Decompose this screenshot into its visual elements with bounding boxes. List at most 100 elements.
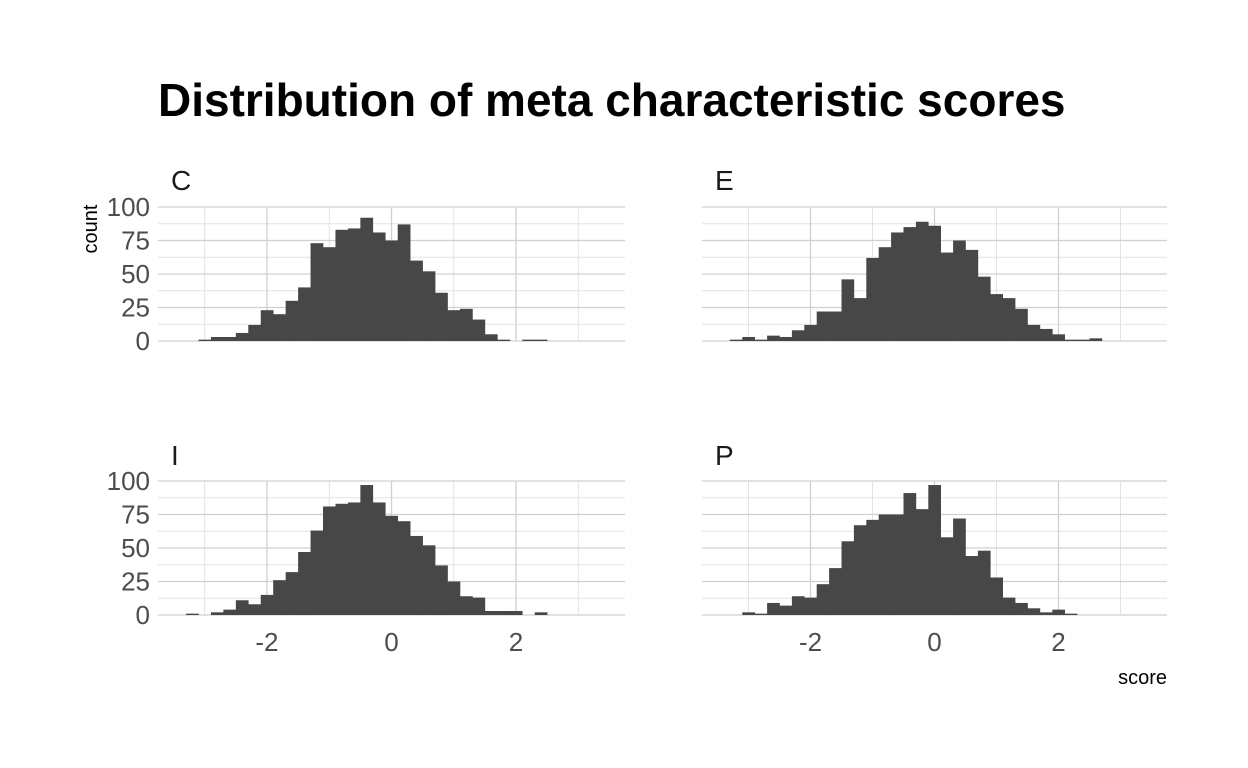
histogram-bar [273, 314, 286, 341]
histogram-bar [866, 519, 879, 615]
histogram-bar [853, 525, 867, 615]
histogram-bar [360, 485, 374, 615]
histogram-bar [385, 240, 399, 341]
histogram-bar [435, 292, 448, 341]
histogram-bar [953, 518, 966, 615]
x-tick-label: 0 [384, 627, 398, 657]
histogram-bar [965, 556, 979, 615]
histogram-bar [447, 581, 461, 615]
facet-strip-label: E [715, 165, 734, 196]
facet-panel-e: E [702, 165, 1167, 342]
histogram-bar [1015, 308, 1028, 341]
histogram-bar [1077, 339, 1090, 341]
histogram-bar [866, 257, 879, 341]
histogram-bar [791, 596, 805, 615]
histogram-bar [940, 537, 954, 615]
histogram-bar [915, 509, 929, 615]
histogram-bar [186, 613, 199, 615]
histogram-bar [484, 610, 498, 615]
x-axis-title: score [1118, 667, 1167, 689]
histogram-bar [335, 229, 349, 341]
histogram-bar [754, 339, 768, 341]
histogram-bar [472, 597, 486, 615]
histogram-bar [1039, 612, 1053, 615]
histogram-bar [754, 613, 768, 615]
histogram-bar [285, 300, 299, 341]
histogram-bar [729, 339, 743, 341]
histogram-bar [965, 249, 979, 341]
histogram-bar [829, 311, 842, 341]
y-tick-label: 100 [107, 192, 150, 222]
histogram-bar [323, 247, 336, 341]
histogram-bar [422, 545, 436, 615]
histogram-bar [397, 224, 411, 341]
histogram-bar [1052, 334, 1065, 341]
histogram-bar [210, 612, 224, 615]
histogram-bar [990, 294, 1003, 341]
histogram-bar [497, 339, 511, 341]
histogram-bar [248, 604, 262, 615]
y-tick-label: 50 [121, 533, 150, 563]
histogram-bar [260, 594, 274, 615]
histogram-bar [260, 310, 274, 341]
histogram-bar [977, 550, 991, 615]
histogram-bar [235, 332, 249, 341]
y-tick-label: 100 [107, 466, 150, 496]
histogram-bar [509, 610, 523, 615]
y-tick-label: 0 [136, 326, 150, 356]
histogram-bar [310, 243, 324, 341]
histogram-bar [323, 506, 336, 615]
histogram-bar [804, 597, 817, 615]
histogram-bar [497, 610, 511, 615]
histogram-bar [459, 596, 473, 615]
histogram-bar [1039, 328, 1053, 341]
x-tick-label: 0 [927, 627, 941, 657]
histogram-bar [1064, 339, 1078, 341]
y-tick-label: 0 [136, 600, 150, 630]
x-tick-label: -2 [255, 627, 278, 657]
histogram-bar [435, 565, 448, 615]
x-tick-label: -2 [799, 627, 822, 657]
histogram-bar [210, 336, 224, 341]
histogram-bar [372, 232, 386, 341]
histogram-bar [779, 336, 793, 341]
histogram-bar [273, 580, 286, 615]
histogram-bar [335, 503, 349, 615]
histogram-bar [534, 339, 548, 341]
histogram-bar [829, 568, 842, 615]
facet-strip-label: I [171, 440, 179, 471]
histogram-bar [891, 232, 904, 341]
histogram-bar [310, 530, 324, 615]
y-tick-label: 25 [121, 567, 150, 597]
histogram-bar [534, 612, 548, 615]
facet-strip-label: P [715, 440, 734, 471]
histogram-bar [841, 279, 855, 341]
histogram-bar [1002, 298, 1016, 341]
histogram-bar [915, 221, 929, 341]
histogram-bar [816, 584, 830, 615]
histogram-bar [878, 247, 892, 341]
histogram-bar [360, 217, 374, 341]
y-tick-label: 25 [121, 293, 150, 323]
histogram-bar [1052, 609, 1065, 615]
histogram-bar [804, 324, 817, 341]
histogram-bar [903, 227, 917, 341]
histogram-bar [1089, 338, 1103, 341]
y-tick-label: 75 [121, 226, 150, 256]
histogram-bar [372, 502, 386, 615]
y-axis-title: count [80, 204, 102, 253]
histogram-bar [767, 602, 780, 615]
histogram-bar [1027, 324, 1041, 341]
histogram-bar [223, 609, 237, 615]
histogram-bar [235, 600, 249, 615]
histogram-bar [298, 287, 311, 341]
histogram-bar [841, 541, 855, 615]
histogram-bar [742, 612, 755, 615]
histogram-bar [347, 228, 361, 341]
x-tick-label: 2 [1051, 627, 1065, 657]
histogram-bar [903, 493, 917, 615]
chart-title: Distribution of meta characteristic scor… [158, 74, 1066, 126]
histogram-bar [484, 334, 498, 341]
